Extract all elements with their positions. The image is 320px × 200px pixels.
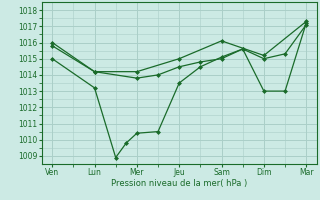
X-axis label: Pression niveau de la mer( hPa ): Pression niveau de la mer( hPa ) xyxy=(111,179,247,188)
